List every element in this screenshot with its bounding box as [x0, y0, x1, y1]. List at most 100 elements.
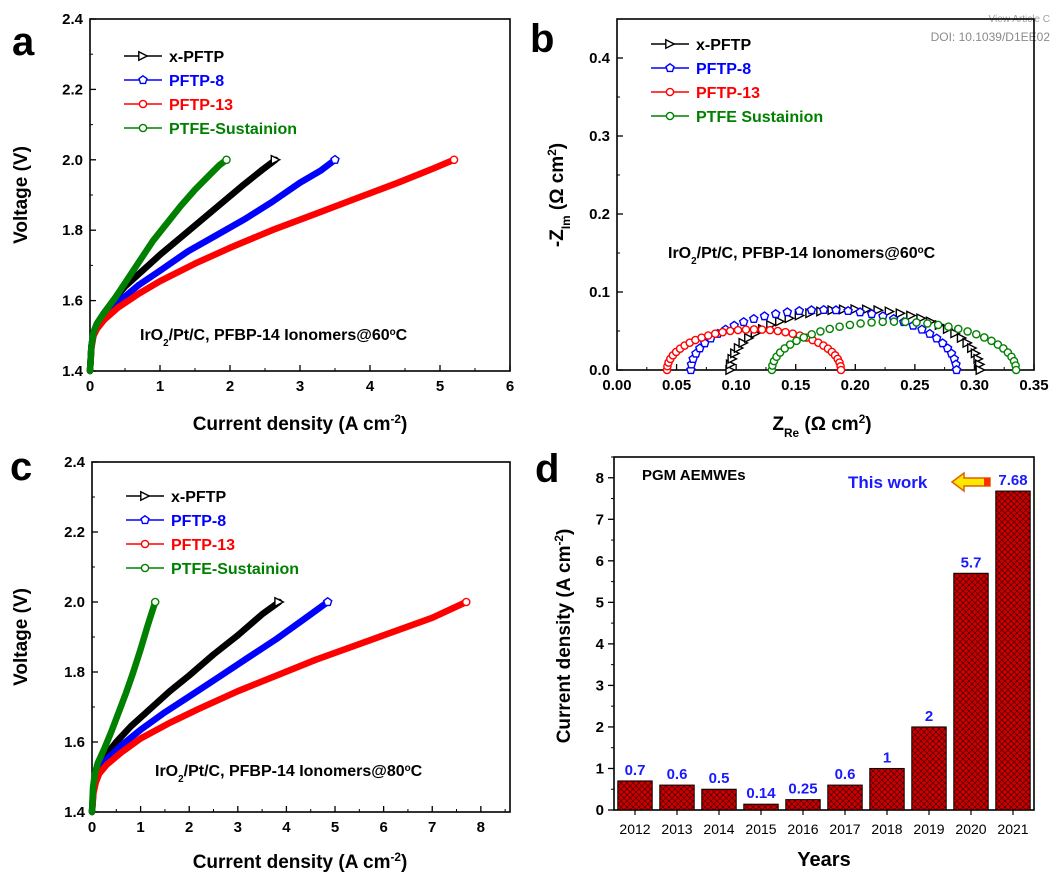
x-tick-label: 0.00: [602, 377, 631, 394]
x-tick-label: 2017: [829, 821, 860, 837]
panel-b: 0.00 0.05 0.10 0.15 0.20 0.25 0.30 0.35 0.0 0.1 0.…: [545, 18, 1049, 440]
y-tick-label: 1.4: [62, 363, 84, 380]
bar: [827, 784, 863, 811]
nyquist-point: [785, 340, 795, 349]
y-tick-label: 2.0: [64, 594, 85, 611]
bar: [617, 780, 653, 811]
nyquist-point: [895, 307, 907, 319]
nyquist-point: [773, 326, 783, 336]
nyquist-point: [987, 336, 996, 346]
y-tick-label: 0.1: [589, 284, 610, 301]
x-tick-label: 6: [506, 378, 514, 395]
legend-label: x-PFTP: [696, 37, 751, 54]
y-tick-label: 1.8: [64, 664, 85, 681]
curve-end-marker: [449, 155, 459, 165]
panel-annotation: IrO2/Pt/C, PFBP-14 Ionomers@80oC: [155, 763, 423, 785]
curve-end-marker: [222, 155, 231, 165]
nyquist-point: [856, 319, 865, 328]
legend-label: PTFE Sustainion: [696, 109, 823, 126]
x-tick-label: 1: [156, 378, 164, 395]
plot-frame: [616, 18, 1035, 371]
series-pftp-8: [686, 304, 962, 375]
y-tick-label: 2.4: [64, 454, 86, 471]
y-tick-label: 2.2: [62, 81, 83, 98]
nyquist-point: [792, 336, 801, 346]
x-tick-label: 1: [136, 819, 144, 836]
nyquist-point: [738, 317, 749, 327]
curve-line: [88, 598, 470, 816]
x-tick-label: 0.35: [1019, 377, 1048, 394]
nyquist-point: [818, 304, 829, 315]
x-tick-label: 2012: [619, 821, 650, 837]
x-tick-label: 2: [226, 378, 234, 395]
nyquist-point: [703, 331, 713, 340]
x-tick-label: 2016: [787, 821, 818, 837]
curve-end-marker: [150, 597, 160, 607]
doi-text: DOI: 10.1039/D1EE02: [930, 30, 1050, 44]
nyquist-point: [836, 365, 846, 375]
y-axis-label: Voltage (V): [11, 146, 32, 244]
x-tick-label: 8: [477, 819, 485, 836]
nyquist-point: [835, 322, 844, 332]
nyquist-point: [831, 305, 841, 315]
x-tick-label: 2015: [745, 821, 776, 837]
nyquist-point: [757, 325, 767, 334]
panel-letter-d: d: [535, 447, 559, 491]
y-tick-label: 0.4: [589, 50, 611, 67]
y-tick-label: 0.2: [589, 206, 610, 223]
legend-marker: [140, 490, 151, 502]
x-axis-label: Years: [797, 849, 850, 871]
curve-end-marker: [270, 154, 282, 166]
y-tick-label: 1.8: [62, 222, 83, 239]
y-tick-label: 0.0: [589, 362, 610, 379]
nyquist-point: [979, 333, 989, 342]
y-tick-label: 1.6: [62, 293, 83, 310]
panel-c: 0 1 2 3 4 5 6 7 8 1.4 1.6 1.8 2.0 2.2 2.4 x-PFTP PFTP-8 P…: [11, 454, 511, 873]
bar-value-label: 2: [925, 708, 933, 725]
x-tick-label: 2020: [955, 821, 986, 837]
panel-letter-c: c: [10, 445, 32, 489]
panel-a: 0 1 2 3 4 5 6 1.4 1.6 1.8 2.0 2.2 2.4 x-PFTP PFTP-8 PFT…: [11, 11, 514, 435]
bar-value-label: 0.6: [835, 766, 856, 783]
nyquist-point: [725, 326, 735, 336]
nyquist-point: [900, 317, 910, 327]
nyquist-point: [765, 325, 775, 335]
nyquist-point: [806, 305, 817, 315]
x-tick-label: 2013: [661, 821, 692, 837]
legend-marker: [665, 38, 676, 50]
nyquist-point: [912, 318, 921, 327]
nyquist-point: [866, 308, 877, 319]
panel-d: 0 1 2 3 4 5 6 7 8 0.7 2012 0.6 2013 0.5 2014 0.14 2015 0.…: [552, 456, 1035, 871]
x-tick-label: 5: [331, 819, 339, 836]
series-ptfe-sustainion: [86, 155, 231, 375]
nyquist-point: [816, 327, 825, 336]
legend-label: x-PFTP: [169, 49, 224, 66]
y-tick-label: 7: [596, 511, 604, 528]
nyquist-point: [774, 316, 786, 327]
nyquist-point: [867, 318, 876, 327]
x-tick-label: 4: [366, 378, 375, 395]
x-axis-label: Current density (A cm-2): [193, 850, 408, 873]
y-axis-label: Voltage (V): [11, 588, 32, 686]
nyquist-point: [710, 329, 720, 338]
nyquist-point: [889, 317, 899, 326]
nyquist-point: [884, 306, 896, 317]
y-tick-label: 1.6: [64, 734, 85, 751]
nyquist-point: [718, 327, 727, 337]
curve-line: [88, 598, 159, 816]
legend-marker: [138, 50, 149, 62]
y-tick-label: 0: [596, 802, 604, 819]
y-tick-label: 4: [596, 636, 605, 653]
y-tick-label: 2: [596, 719, 604, 736]
x-tick-label: 2: [185, 819, 193, 836]
nyquist-point: [788, 329, 798, 338]
plot-frame: [613, 456, 1035, 811]
nyquist-point: [759, 311, 770, 321]
nyquist-point: [953, 324, 963, 334]
nyquist-point: [956, 332, 968, 344]
legend-marker: [665, 62, 675, 73]
y-tick-label: 8: [596, 470, 604, 487]
legend-label: PTFE-Sustainion: [169, 121, 297, 138]
series-pftp-13: [662, 325, 846, 375]
x-tick-label: 2021: [997, 821, 1028, 837]
